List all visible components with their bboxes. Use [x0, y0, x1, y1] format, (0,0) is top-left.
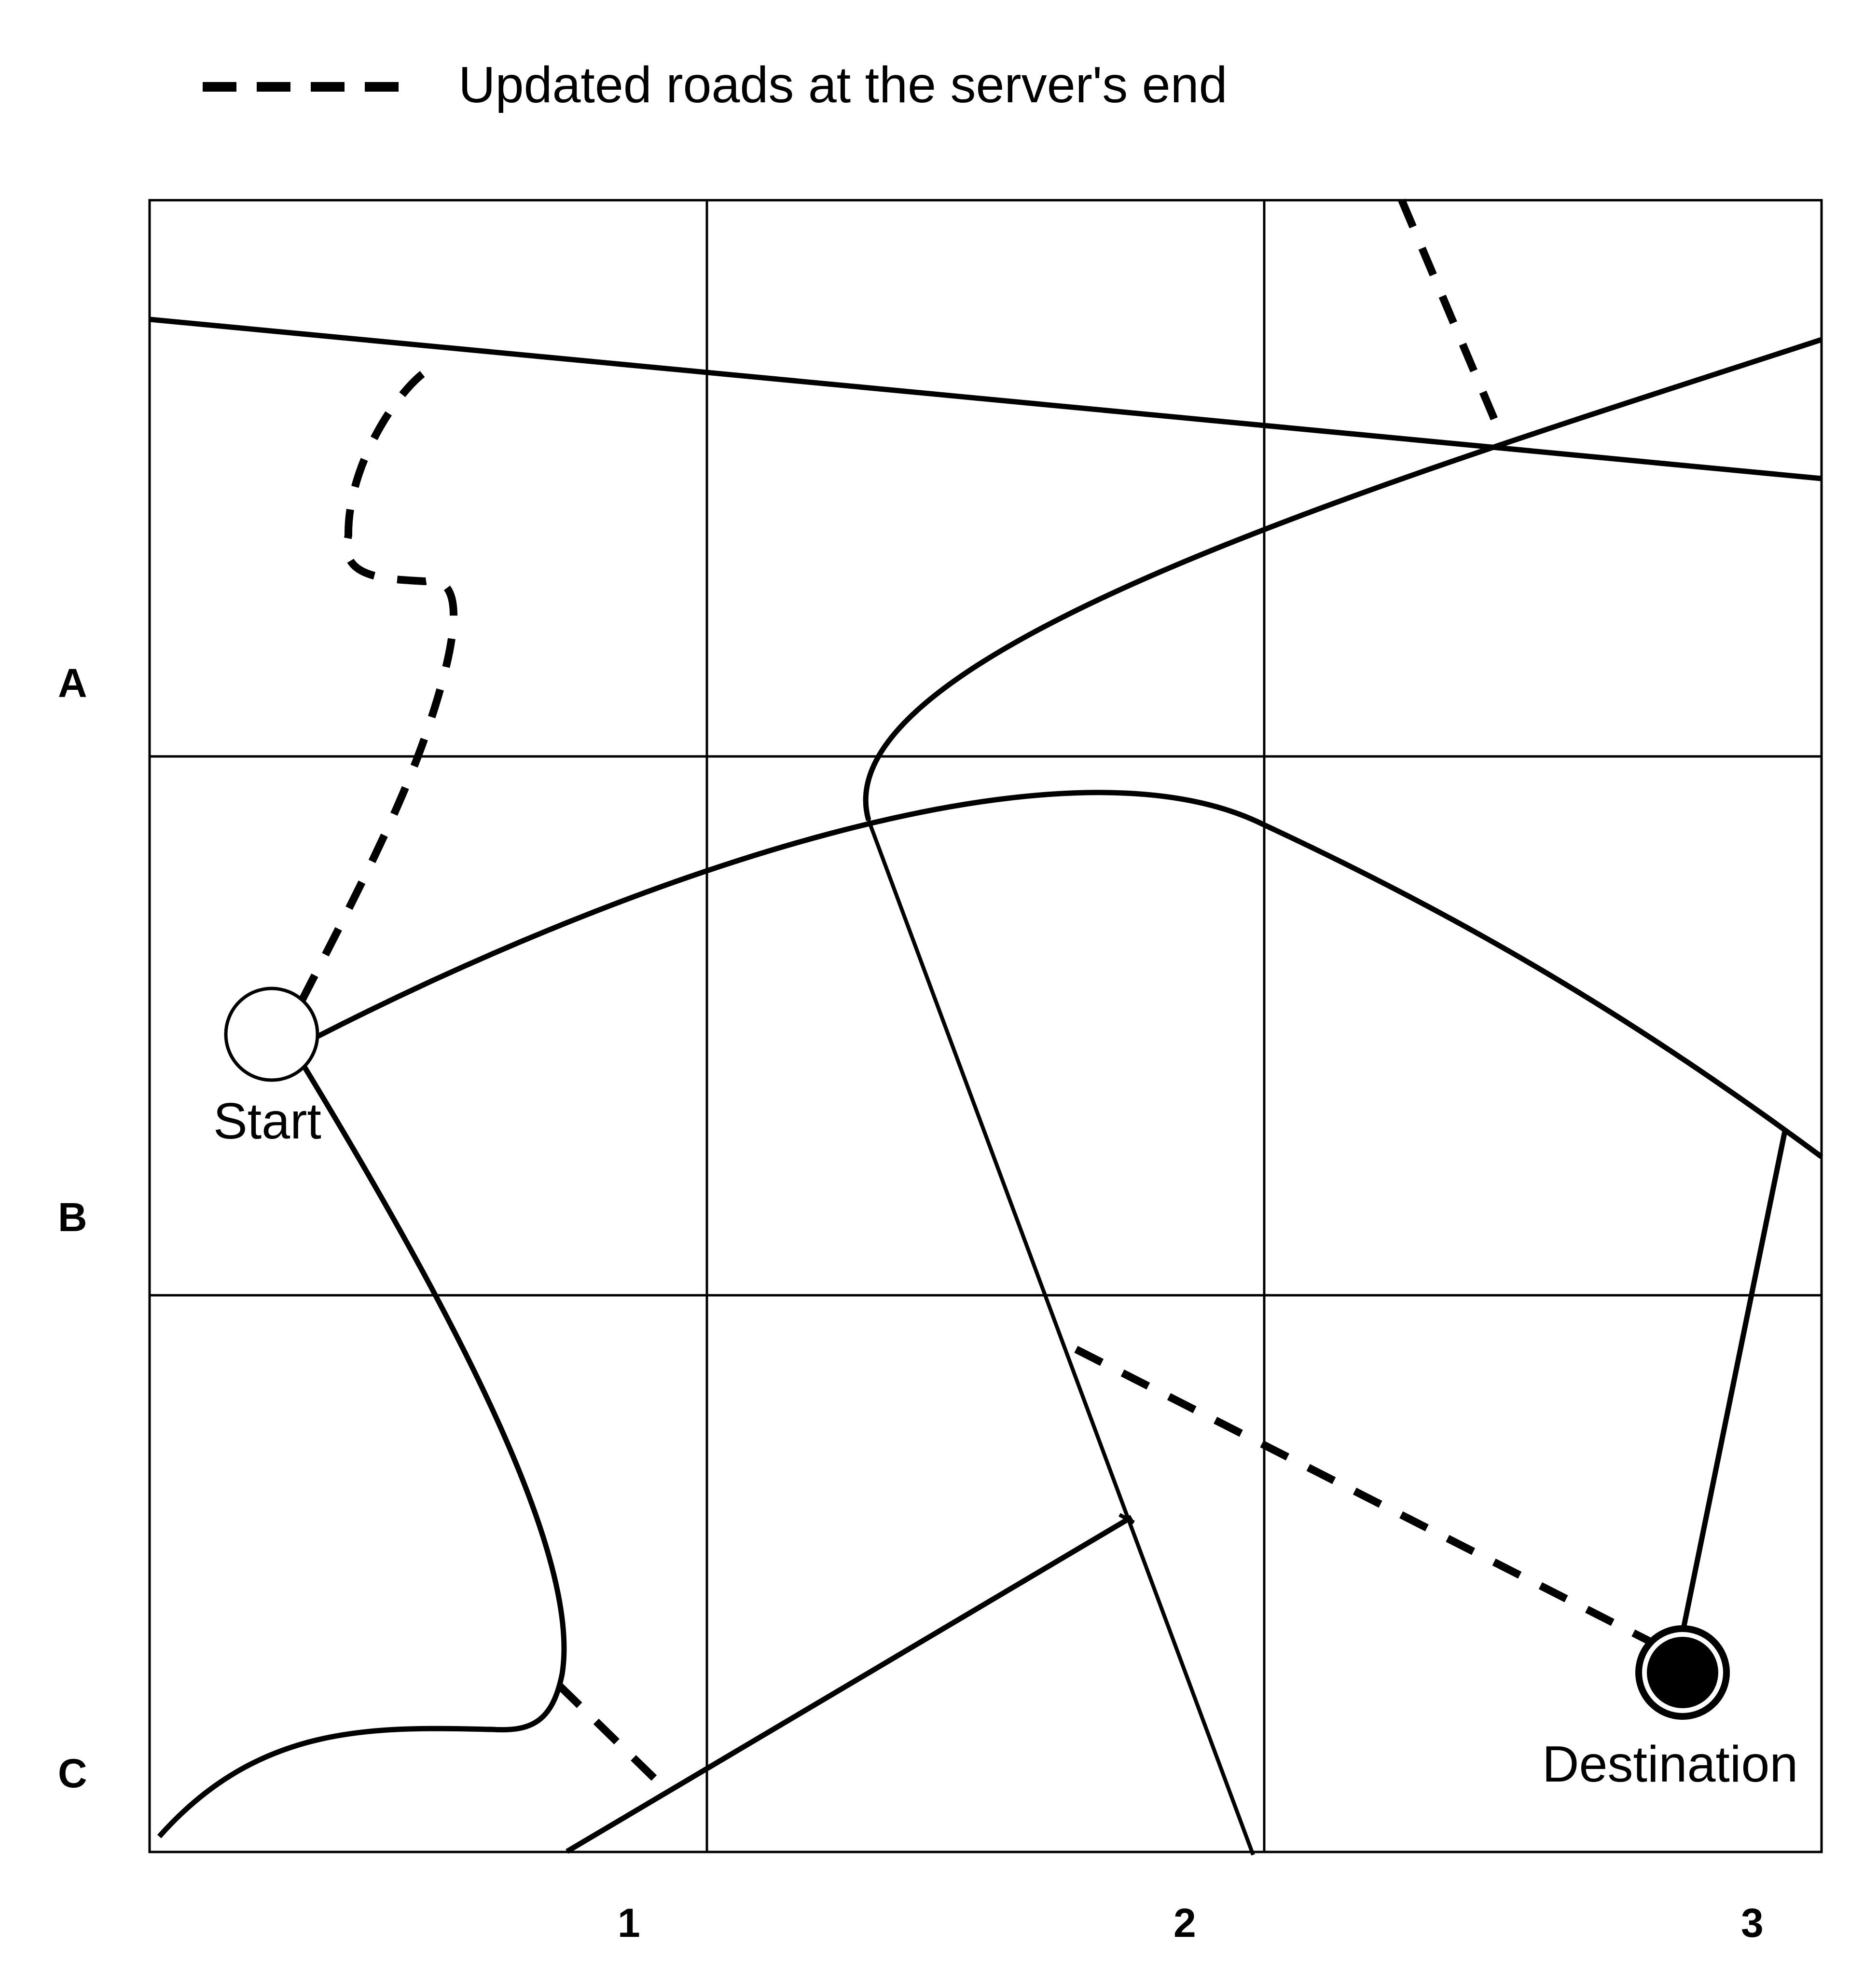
column-labels: 1 2 3 — [618, 1900, 1764, 1946]
road-start-arc — [315, 790, 1823, 1159]
updated-roads — [298, 198, 1662, 1783]
legend: Updated roads at the server's end — [203, 56, 1228, 113]
start-label: Start — [213, 1093, 321, 1150]
row-label-c: C — [58, 1751, 87, 1796]
column-label-2: 2 — [1174, 1900, 1196, 1946]
row-label-b: B — [58, 1194, 87, 1240]
destination-label: Destination — [1542, 1736, 1798, 1793]
road-branch-to-destination — [1680, 1128, 1788, 1634]
updated-road-from-start — [298, 366, 457, 1003]
existing-roads — [149, 316, 1823, 1856]
legend-label: Updated roads at the server's end — [458, 56, 1228, 113]
map-grid — [148, 199, 1823, 1853]
start-circle — [224, 987, 319, 1082]
updated-road-to-destination — [1074, 1345, 1662, 1650]
column-label-1: 1 — [618, 1900, 640, 1946]
road-top-straight — [149, 316, 1822, 481]
row-labels: A B C — [58, 660, 87, 1796]
row-label-a: A — [58, 660, 87, 706]
destination-dot — [1647, 1637, 1718, 1708]
road-tick-mark — [1118, 1513, 1135, 1524]
start-marker: Start — [213, 987, 321, 1150]
road-loop-from-right — [863, 337, 1823, 821]
map-border — [148, 199, 1823, 1853]
road-bottom-diagonal — [566, 1515, 1133, 1854]
destination-marker: Destination — [1542, 1625, 1798, 1793]
updated-road-lower-left — [556, 1682, 659, 1783]
updated-road-top-right — [1398, 198, 1505, 436]
column-label-3: 3 — [1741, 1900, 1764, 1946]
road-long-diagonal — [867, 819, 1255, 1856]
road-start-down-curve — [157, 1065, 567, 1838]
